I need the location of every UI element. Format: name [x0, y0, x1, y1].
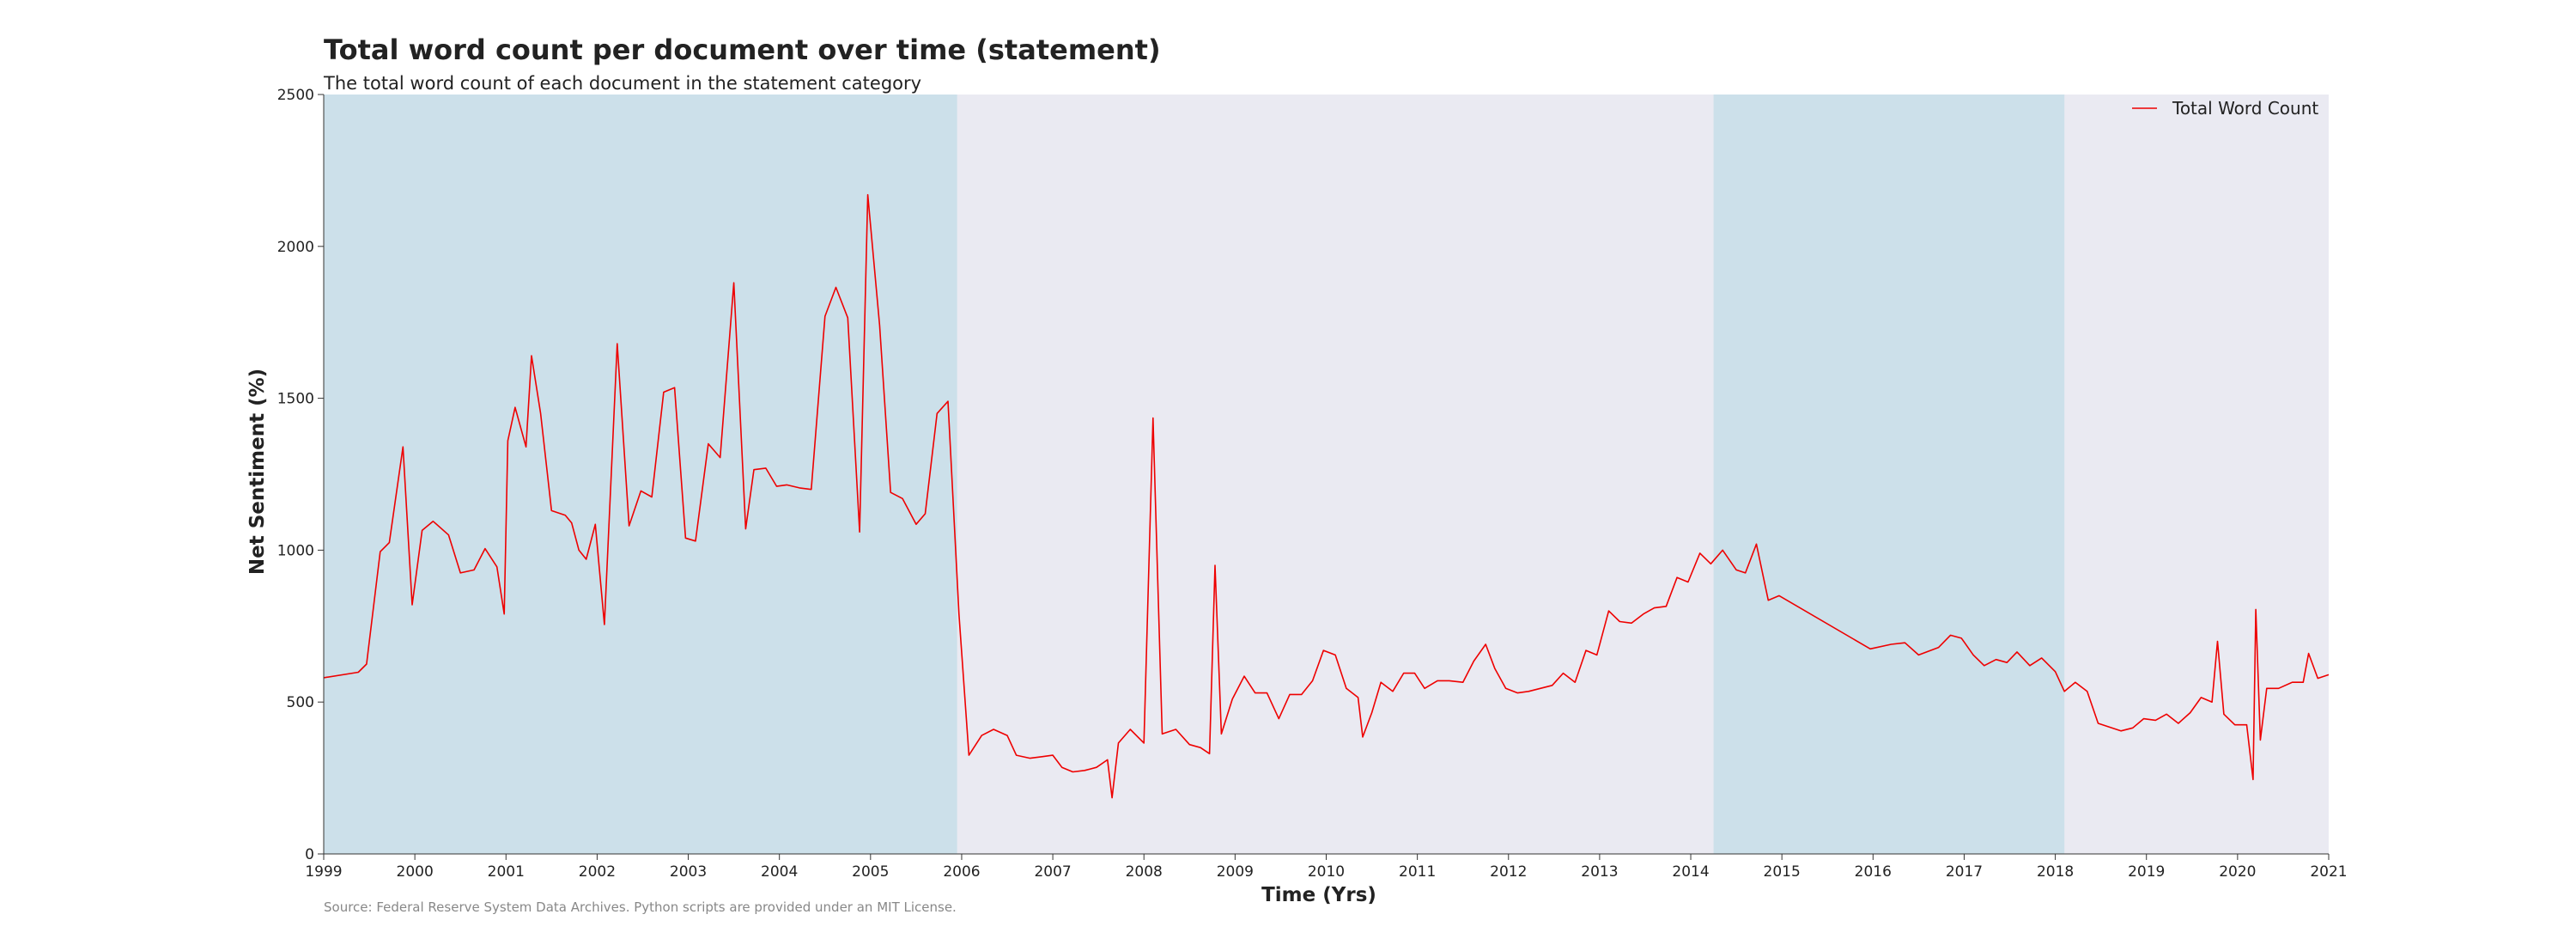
y-tick-label: 2000	[277, 239, 314, 256]
series-layer	[323, 193, 2330, 799]
shaded-periods	[324, 94, 2065, 854]
shaded-period-2	[1713, 94, 2065, 854]
x-tick-label: 2017	[1946, 863, 1983, 881]
x-tick-label: 2008	[1126, 863, 1163, 881]
x-tick-label: 2014	[1672, 863, 1709, 881]
y-axis-label: Net Sentiment (%)	[246, 369, 269, 575]
shaded-period-1	[324, 94, 957, 854]
x-tick-label: 2007	[1034, 863, 1071, 881]
x-tick-label: 2021	[2310, 863, 2347, 881]
chart-title: Total word count per document over time …	[324, 34, 1161, 66]
x-axis: 1999 2000 2001 2002 2003 2004 2005 2006 2007 2008…	[305, 853, 2348, 881]
x-tick-label: 2016	[1855, 863, 1892, 881]
y-tick-label: 1500	[277, 391, 314, 408]
x-tick-label: 2003	[670, 863, 707, 881]
x-tick-label: 2013	[1581, 863, 1618, 881]
series-line-1	[323, 193, 2330, 799]
x-tick-label: 2019	[2128, 863, 2165, 881]
y-tick-label: 500	[287, 694, 314, 711]
x-tick-label: 2012	[1490, 863, 1527, 881]
x-tick-label: 1999	[305, 863, 342, 881]
y-axis: 0 500 1000 1500 2000 2500	[277, 87, 325, 863]
legend: Total Word Count	[2132, 98, 2318, 119]
y-tick-label: 0	[305, 846, 314, 863]
x-tick-label: 2011	[1399, 863, 1436, 881]
x-tick-label: 2001	[488, 863, 525, 881]
y-tick-label: 2500	[277, 87, 314, 104]
x-tick-label: 2020	[2219, 863, 2256, 881]
legend-label: Total Word Count	[2172, 98, 2318, 119]
source-note: Source: Federal Reserve System Data Arch…	[324, 899, 957, 915]
y-tick-label: 1000	[277, 542, 314, 559]
x-tick-label: 2009	[1217, 863, 1254, 881]
x-tick-label: 2010	[1308, 863, 1345, 881]
x-tick-label: 2000	[397, 863, 434, 881]
x-tick-label: 2005	[852, 863, 889, 881]
x-tick-label: 2006	[943, 863, 980, 881]
x-axis-label: Time (Yrs)	[1261, 884, 1376, 906]
x-tick-label: 2015	[1764, 863, 1801, 881]
x-tick-label: 2004	[761, 863, 798, 881]
chart-subtitle: The total word count of each document in…	[323, 73, 921, 94]
x-tick-label: 2002	[579, 863, 616, 881]
x-tick-label: 2018	[2037, 863, 2074, 881]
